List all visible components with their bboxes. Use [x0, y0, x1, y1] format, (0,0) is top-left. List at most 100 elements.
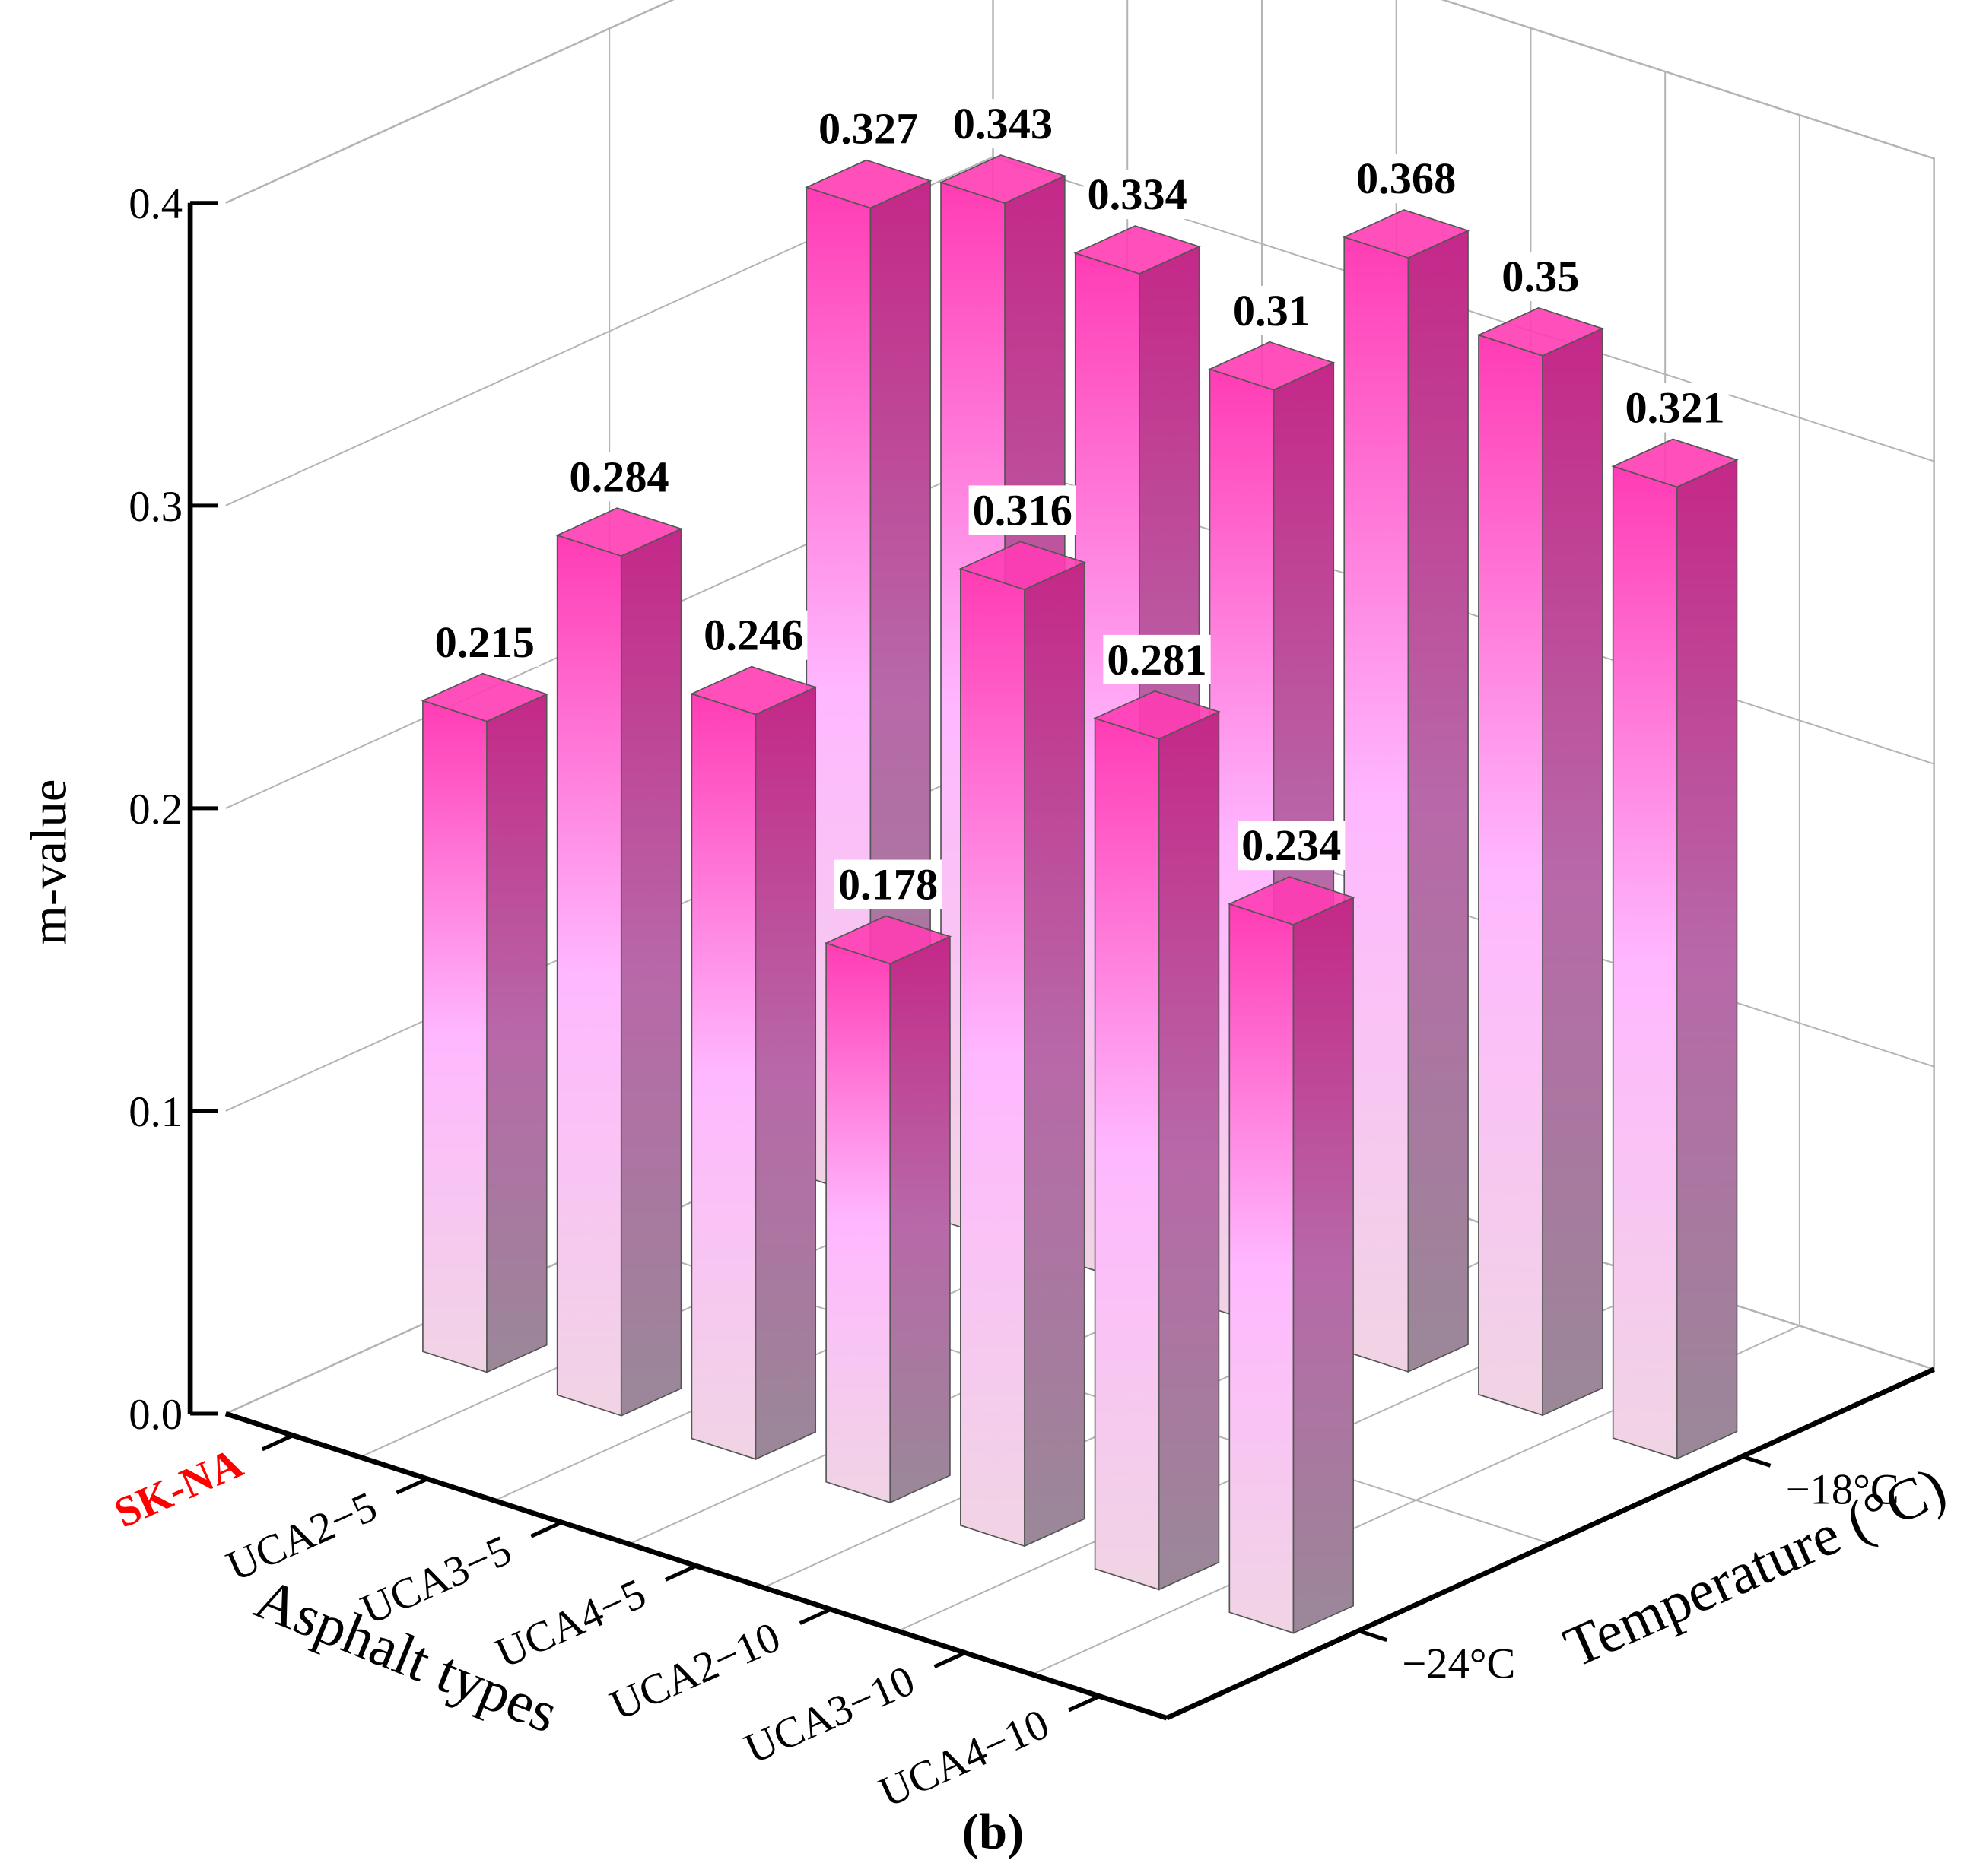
- bar-side: [1407, 229, 1469, 1373]
- x-tick: [530, 1520, 563, 1538]
- value-label-bg: [565, 452, 673, 502]
- value-label-bg: [968, 485, 1076, 535]
- bar-top: [1093, 690, 1221, 740]
- value-label-bg: [1352, 154, 1460, 204]
- x-tick: [1068, 1694, 1101, 1713]
- value-label: 0.316: [973, 485, 1072, 535]
- y-tick-label: −24°C: [1402, 1640, 1515, 1688]
- bar: 0.215: [421, 617, 549, 1373]
- bar-front: [825, 942, 891, 1504]
- bar-front: [960, 567, 1025, 1547]
- value-label: 0.215: [435, 617, 535, 667]
- value-label-bg: [815, 103, 923, 154]
- x-tick-label: UCA4−5: [488, 1570, 653, 1678]
- value-label-bg: [700, 610, 808, 660]
- value-label-bg: [1621, 383, 1729, 433]
- bar-side: [755, 686, 817, 1461]
- x-tick-label: UCA2−10: [603, 1613, 787, 1730]
- value-label: 0.281: [1107, 635, 1206, 684]
- bar-front: [556, 534, 622, 1417]
- value-label: 0.246: [704, 611, 803, 660]
- bar-top: [555, 507, 683, 557]
- x-tick: [664, 1563, 697, 1582]
- bar-top: [1476, 306, 1605, 357]
- z-tick-label: 0.0: [129, 1391, 183, 1439]
- y-axis: [1165, 1367, 1936, 1721]
- z-tick-label: 0.2: [129, 786, 183, 833]
- value-label-bg: [949, 99, 1057, 149]
- y-tick-label: −18°C: [1786, 1465, 1899, 1513]
- value-label-bg: [1238, 821, 1346, 871]
- grid-line: [225, 156, 1934, 506]
- value-label-bg: [1228, 285, 1314, 335]
- bar-side: [1676, 459, 1738, 1460]
- value-label-bg: [1103, 634, 1211, 684]
- bar-top: [1228, 876, 1355, 925]
- x-tick-label: SK-NA: [107, 1439, 249, 1537]
- x-tick-label: UCA2−5: [220, 1482, 384, 1590]
- y-tick: [1741, 1454, 1772, 1468]
- value-label: 0.234: [1241, 821, 1341, 870]
- bar-side: [1292, 896, 1354, 1634]
- bar-front: [1094, 717, 1160, 1591]
- bar-front: [1228, 903, 1295, 1634]
- bar-top: [1208, 341, 1336, 391]
- bar: 0.281: [1093, 634, 1221, 1591]
- value-label-bg: [431, 617, 539, 667]
- z-tick-label: 0.1: [129, 1088, 183, 1136]
- bar-side: [889, 935, 951, 1504]
- z-tick-label: 0.4: [129, 180, 183, 228]
- value-label-bg: [1498, 251, 1584, 301]
- y-axis-title: Temperature (°C): [1555, 1455, 1955, 1681]
- plot: 0.00.10.20.30.4SK-NAUCA2−5UCA3−5UCA4−5UC…: [22, 0, 1955, 1860]
- value-label-bg: [834, 859, 942, 909]
- bar: 0.284: [555, 452, 683, 1417]
- y-tick: [1358, 1629, 1387, 1642]
- bar-top: [1342, 209, 1470, 259]
- grid-line: [225, 0, 1934, 204]
- bar-side: [620, 528, 682, 1417]
- bar: 0.321: [1611, 383, 1739, 1460]
- z-axis-title: m-value: [22, 779, 78, 945]
- bar-top: [690, 665, 818, 716]
- value-label: 0.327: [818, 104, 918, 154]
- x-tick-label: UCA4−10: [872, 1700, 1057, 1817]
- value-label: 0.31: [1233, 286, 1311, 335]
- value-label: 0.343: [953, 99, 1053, 148]
- bar-side: [1024, 561, 1085, 1547]
- bar: 0.178: [824, 859, 952, 1504]
- value-label-bg: [1083, 170, 1191, 220]
- bar-side: [1158, 710, 1220, 1591]
- value-label: 0.321: [1625, 383, 1724, 433]
- bar-top: [804, 159, 933, 209]
- bar-front: [1478, 334, 1543, 1417]
- x-tick: [933, 1651, 966, 1669]
- x-tick-label: UCA3−10: [738, 1656, 922, 1773]
- bar-front: [1612, 465, 1678, 1460]
- bar-side: [486, 693, 548, 1373]
- bar-top: [939, 154, 1067, 204]
- bar: 0.234: [1228, 821, 1355, 1634]
- x-tick: [799, 1608, 832, 1625]
- bar-front: [422, 700, 488, 1373]
- bar: 0.368: [1342, 154, 1470, 1373]
- bar-top: [958, 541, 1086, 591]
- bar-top: [1611, 438, 1739, 488]
- bar-side: [1542, 327, 1603, 1417]
- bar: 0.246: [690, 610, 818, 1461]
- value-label: 0.178: [838, 860, 938, 909]
- bar-top: [421, 672, 549, 722]
- bar-front: [691, 693, 757, 1460]
- x-tick: [261, 1433, 294, 1452]
- value-label: 0.284: [569, 452, 669, 501]
- chart-title: (b): [962, 1805, 1025, 1860]
- bar-top: [1073, 225, 1201, 275]
- x-tick: [396, 1477, 428, 1495]
- value-label: 0.334: [1088, 170, 1187, 219]
- value-label: 0.35: [1501, 252, 1579, 301]
- bar-top: [824, 915, 952, 965]
- z-tick-label: 0.3: [129, 483, 183, 531]
- value-label: 0.368: [1356, 154, 1456, 203]
